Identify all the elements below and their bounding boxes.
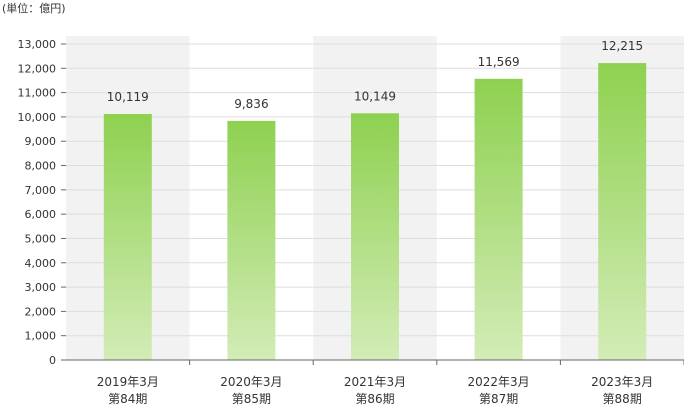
y-tick-label: 1,000	[25, 330, 57, 343]
unit-label: (単位：億円)	[2, 2, 66, 15]
y-tick-label: 2,000	[25, 305, 57, 318]
value-label: 12,215	[601, 39, 643, 53]
y-tick-label: 4,000	[25, 257, 57, 270]
y-tick-label: 5,000	[25, 232, 57, 245]
bar	[474, 78, 523, 361]
value-labels: 10,119 9,836 10,149 11,569 12,215	[107, 39, 643, 111]
x-tick-label: 2022年3月	[468, 375, 530, 389]
y-tick-label: 3,000	[25, 281, 57, 294]
bar	[598, 63, 647, 360]
y-axis-ticks: 0 1,000 2,000 3,000 4,000 5,000 6,000 7,000 8,00…	[18, 38, 57, 367]
x-tick-label: 2021年3月	[344, 375, 406, 389]
bar	[227, 120, 276, 360]
y-tick-label: 11,000	[18, 87, 57, 100]
value-label: 10,149	[354, 89, 396, 103]
value-label: 9,836	[234, 97, 268, 111]
x-tick-label: 2023年3月	[591, 375, 653, 389]
x-tick-label: 第84期	[108, 392, 147, 406]
y-tick-label: 12,000	[18, 62, 57, 75]
y-tick-label: 7,000	[25, 184, 57, 197]
bar	[103, 114, 152, 361]
x-tick-label: 2020年3月	[220, 375, 282, 389]
x-tick-label: 第87期	[479, 392, 518, 406]
x-tick-label: 2019年3月	[97, 375, 159, 389]
x-tick-label: 第86期	[355, 392, 394, 406]
bars	[103, 63, 647, 361]
x-tick-label: 第88期	[603, 392, 642, 406]
y-tick-label: 8,000	[25, 160, 57, 173]
value-label: 11,569	[478, 55, 520, 69]
bar	[351, 113, 399, 360]
y-tick-label: 13,000	[18, 38, 57, 51]
y-tick-label: 10,000	[18, 111, 57, 124]
value-label: 10,119	[107, 90, 149, 104]
y-tick-label: 6,000	[25, 208, 57, 221]
x-tick-label: 第85期	[232, 392, 271, 406]
y-tick-label: 0	[49, 354, 56, 367]
y-tick-label: 9,000	[25, 135, 57, 148]
